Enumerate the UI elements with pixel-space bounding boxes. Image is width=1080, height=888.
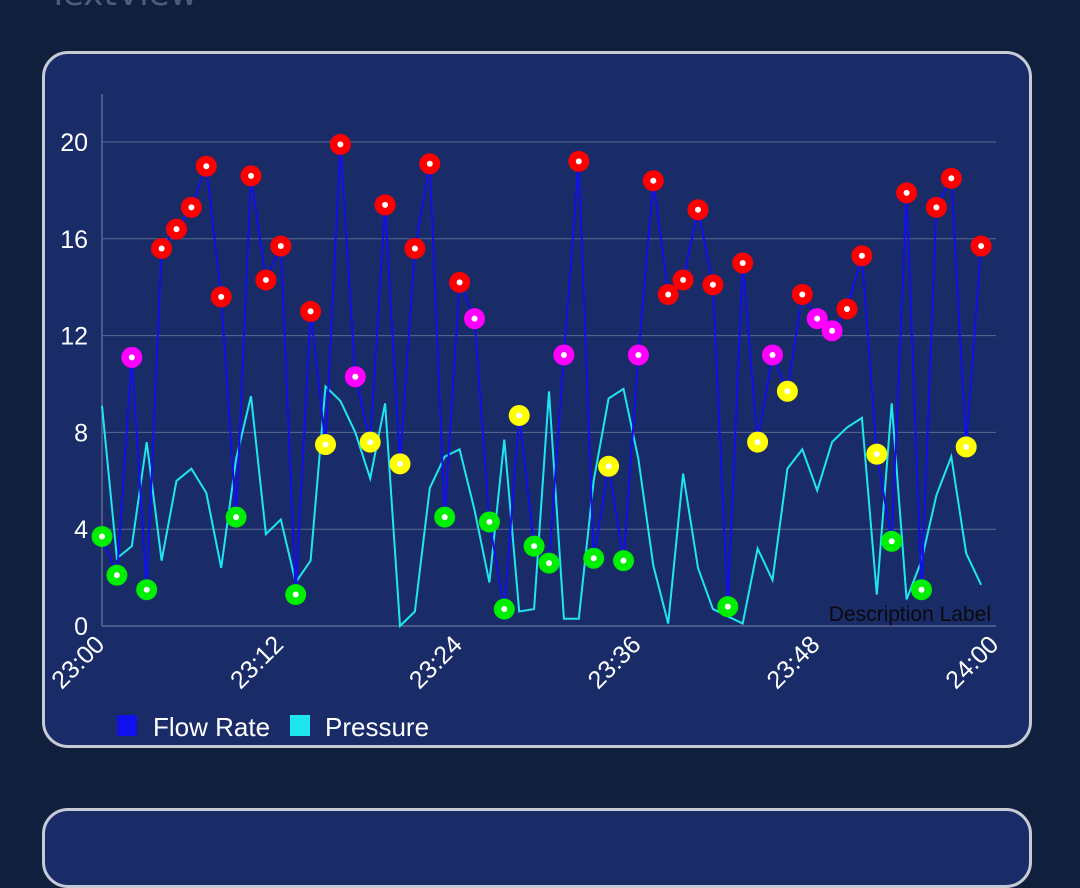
data-point-center	[262, 276, 269, 283]
y-tick-label: 8	[74, 419, 88, 447]
description-label: Description Label	[829, 603, 991, 626]
top-text-view: TextView	[48, 0, 197, 14]
data-point-center	[858, 252, 865, 259]
data-point-center	[933, 204, 940, 211]
legend-label-pressure: Pressure	[325, 712, 429, 742]
data-point-center	[814, 315, 821, 322]
data-point-center	[173, 226, 180, 233]
x-tick-label: 23:12	[225, 630, 289, 694]
data-point-center	[277, 243, 284, 250]
data-point-center	[382, 201, 389, 208]
data-point-center	[337, 141, 344, 148]
data-point-center	[486, 518, 493, 525]
data-point-center	[411, 245, 418, 252]
data-point-center	[322, 441, 329, 448]
data-point-center	[650, 177, 657, 184]
legend-swatch-pressure	[290, 715, 310, 736]
data-point-center	[203, 163, 210, 170]
series-lines	[101, 144, 983, 629]
data-point-center	[695, 206, 701, 213]
y-tick-label: 0	[74, 613, 88, 641]
legend: Flow Rate Pressure	[117, 712, 429, 742]
y-tick-label: 4	[74, 516, 88, 544]
data-point-center	[605, 463, 612, 470]
y-axis-labels: 0 4 8 12 16 20	[60, 129, 88, 641]
data-point-center	[233, 514, 240, 521]
data-point-center	[426, 160, 433, 167]
data-point-center	[724, 603, 731, 610]
grid-lines	[102, 141, 996, 530]
data-point-center	[158, 245, 165, 252]
data-point-center	[739, 260, 746, 266]
data-point-center	[456, 279, 463, 286]
data-point-center	[218, 293, 225, 300]
series-line-pressure	[101, 384, 983, 629]
data-point-center	[978, 243, 985, 250]
data-point-center	[307, 308, 314, 315]
data-point-center	[784, 388, 791, 395]
data-point-center	[352, 373, 359, 380]
x-tick-label: 23:48	[761, 630, 825, 694]
axes	[101, 94, 996, 627]
data-point-center	[397, 460, 403, 467]
data-point-center	[769, 351, 776, 358]
data-point-center	[292, 591, 299, 598]
data-point-center	[829, 327, 836, 334]
x-tick-label: 23:36	[583, 630, 647, 694]
data-point-center	[665, 291, 672, 298]
data-point-center	[873, 451, 880, 458]
data-point-center	[367, 439, 374, 446]
x-axis-labels: 23:00 23:12 23:24 23:36 23:48 24:00	[46, 630, 1004, 694]
data-point-center	[501, 606, 508, 613]
data-point-center	[620, 557, 627, 564]
data-point-center	[963, 443, 970, 450]
data-point-center	[99, 533, 105, 540]
y-tick-label: 12	[60, 323, 88, 351]
y-tick-label: 16	[60, 226, 88, 254]
data-point-center	[516, 412, 523, 419]
data-point-center	[248, 172, 254, 179]
series-markers	[91, 133, 992, 620]
legend-swatch-flow-rate	[117, 715, 137, 736]
data-point-center	[799, 291, 806, 298]
data-point-center	[143, 586, 150, 593]
data-point-center	[754, 439, 761, 446]
legend-label-flow-rate: Flow Rate	[153, 712, 270, 742]
data-point-center	[635, 351, 642, 358]
data-point-center	[128, 354, 135, 361]
data-point-center	[560, 351, 567, 358]
data-point-center	[680, 276, 687, 283]
data-point-center	[590, 555, 597, 562]
x-tick-label: 23:24	[404, 630, 468, 694]
data-point-center	[575, 158, 582, 165]
data-point-center	[188, 204, 195, 211]
x-tick-label: 24:00	[940, 630, 1004, 694]
data-point-center	[709, 281, 716, 288]
data-point-center	[888, 538, 895, 545]
data-point-center	[441, 514, 448, 521]
data-point-center	[903, 189, 910, 196]
data-point-center	[113, 572, 120, 579]
y-tick-label: 20	[60, 129, 88, 157]
data-point-center	[918, 586, 925, 593]
data-point-center	[471, 315, 478, 322]
data-point-center	[531, 543, 538, 550]
data-point-center	[844, 305, 850, 312]
data-point-center	[948, 175, 955, 182]
data-point-center	[546, 560, 552, 567]
